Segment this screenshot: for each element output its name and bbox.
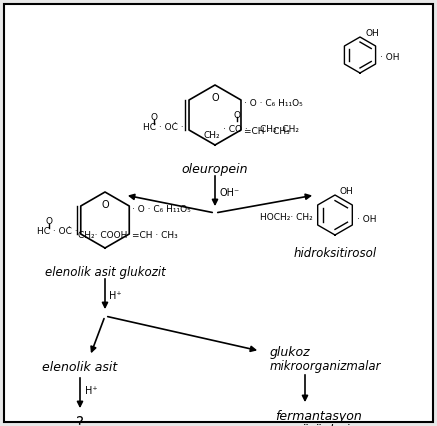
Text: HOCH₂· CH₂: HOCH₂· CH₂: [260, 213, 313, 222]
Text: OH⁻: OH⁻: [219, 188, 239, 198]
Text: oleuropein: oleuropein: [182, 163, 248, 176]
Text: · O · C₆ H₁₁O₅: · O · C₆ H₁₁O₅: [244, 100, 303, 109]
Text: OH: OH: [340, 187, 354, 196]
Text: · CO ·: · CO ·: [222, 124, 247, 133]
Text: =CH · CH₃: =CH · CH₃: [244, 127, 290, 136]
Text: elenolik asit: elenolik asit: [42, 361, 118, 374]
Text: O: O: [211, 93, 219, 103]
Text: HC · OĊ ·: HC · OĊ ·: [37, 227, 78, 236]
Text: elenolik asit glukozit: elenolik asit glukozit: [45, 266, 165, 279]
FancyBboxPatch shape: [4, 4, 433, 422]
Text: CH₂: CH₂: [204, 131, 220, 140]
Text: H⁺: H⁺: [85, 386, 97, 396]
Text: fermantasyon: fermantasyon: [275, 410, 362, 423]
Text: glukoz: glukoz: [270, 346, 311, 359]
Text: ?: ?: [76, 416, 84, 426]
Text: · O · C₆ H₁₁O₅: · O · C₆ H₁₁O₅: [132, 205, 191, 215]
Text: hidroksitirosol: hidroksitirosol: [293, 247, 377, 260]
Text: H⁺: H⁺: [109, 291, 121, 301]
Text: mikroorganizmalar: mikroorganizmalar: [270, 360, 382, 373]
Text: HC · OĊ ·: HC · OĊ ·: [143, 124, 184, 132]
Text: O: O: [150, 113, 157, 123]
Text: O: O: [101, 200, 109, 210]
Text: son ürünleri: son ürünleri: [275, 424, 350, 426]
Text: O: O: [45, 218, 52, 227]
Text: CH₂· CH₂: CH₂· CH₂: [260, 124, 299, 133]
Text: · OH: · OH: [357, 216, 377, 225]
Text: OH: OH: [365, 29, 379, 37]
Text: CH₂· COOH: CH₂· COOH: [78, 231, 128, 240]
Text: =CH · CH₃: =CH · CH₃: [132, 231, 178, 241]
Text: · OH: · OH: [380, 52, 399, 61]
Text: O: O: [233, 110, 240, 120]
